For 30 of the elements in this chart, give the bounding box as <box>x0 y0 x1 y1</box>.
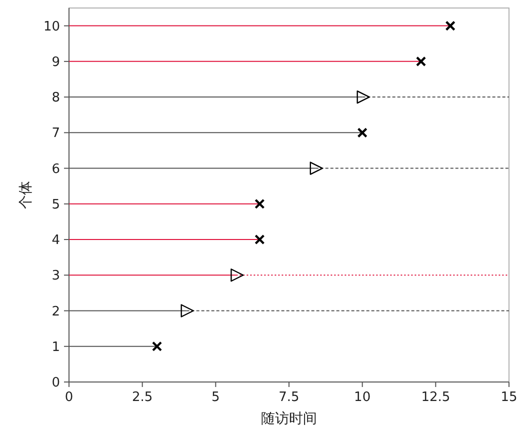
point <box>230 268 244 282</box>
point <box>310 162 323 175</box>
x-tick-label: 15 <box>500 390 518 405</box>
x-tick-label: 10 <box>354 390 371 405</box>
point <box>254 198 265 210</box>
x-axis-title: 随访时间 <box>261 411 317 427</box>
y-tick-label: 9 <box>52 54 60 70</box>
y-tick-label: 8 <box>52 90 60 106</box>
y-tick-label: 0 <box>52 376 60 390</box>
point <box>356 90 370 104</box>
y-tick-label: 3 <box>52 268 60 284</box>
x-tick-label: 2.5 <box>132 390 153 405</box>
y-tick-label: 1 <box>52 340 60 355</box>
y-axis-title: 个体 <box>18 181 34 209</box>
y-tick-label: 5 <box>52 197 60 212</box>
y-tick-label: 2 <box>52 304 60 320</box>
x-tick-label: 12.5 <box>421 390 450 405</box>
y-tick-label: 4 <box>52 233 60 248</box>
x-tick-label: 0 <box>64 390 74 405</box>
x-tick-label: 7.5 <box>278 390 300 405</box>
y-tick-label: 7 <box>52 126 60 142</box>
point <box>416 56 426 67</box>
y-tick-label: 6 <box>52 162 60 177</box>
x-tick-label: 5 <box>212 390 220 405</box>
point <box>152 341 162 352</box>
point <box>254 234 265 245</box>
point <box>357 128 368 138</box>
point <box>180 304 194 318</box>
point <box>445 20 456 31</box>
y-tick-label: 10 <box>43 19 60 34</box>
